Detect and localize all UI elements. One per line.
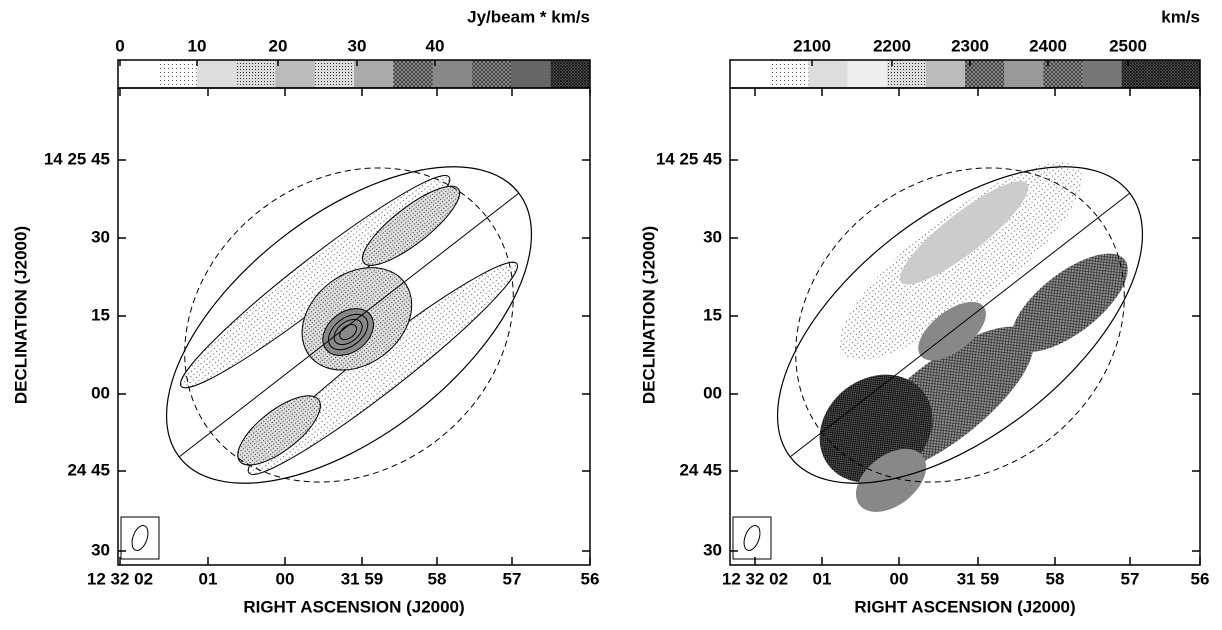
colorbar-tick-label: 0 (115, 36, 124, 55)
map-emission (819, 162, 1128, 512)
beam (743, 525, 761, 551)
x-tick-label: 01 (199, 569, 218, 588)
y-tick-label: 30 (91, 227, 110, 246)
colorbar-segment (808, 60, 848, 88)
colorbar-segment (925, 60, 966, 88)
beam-box (732, 516, 772, 560)
colorbar-segment (118, 60, 158, 88)
major-axis (178, 192, 520, 458)
colorbar-segment (511, 60, 552, 88)
colorbar-segment (886, 60, 927, 88)
colorbar-tick-label: 2200 (873, 36, 911, 55)
emission-region (899, 181, 1029, 285)
x-tick-label: 00 (890, 569, 909, 588)
y-axis-title: DECLINATION (J2000) (11, 226, 30, 404)
x-tick-label: 58 (1046, 569, 1065, 588)
y-tick-label: 14 25 45 (44, 149, 110, 168)
y-tick-label: 24 45 (67, 460, 110, 479)
y-tick-label: 24 45 (679, 460, 722, 479)
colorbar-tick-label: 40 (426, 36, 445, 55)
beam-box (120, 516, 160, 560)
x-tick-label: 12 32 02 (722, 569, 788, 588)
colorbar-unit: km/s (1161, 7, 1200, 26)
x-tick-label: 12 32 02 (87, 569, 153, 588)
colorbar-segment (730, 60, 770, 88)
plot-frame (117, 87, 591, 566)
x-tick-label: 31 59 (957, 569, 1000, 588)
x-axis-title: RIGHT ASCENSION (J2000) (243, 597, 464, 616)
y-axis-title: DECLINATION (J2000) (639, 226, 658, 404)
y-tick-label: 00 (703, 383, 722, 402)
solid-ellipse (776, 166, 1144, 484)
y-tick-label: 30 (703, 540, 722, 559)
contour (333, 318, 363, 346)
beam (131, 525, 149, 551)
emission-region (855, 448, 927, 512)
colorbar-segment (196, 60, 237, 88)
x-axis-title: RIGHT ASCENSION (J2000) (854, 597, 1075, 616)
colorbar-segment (432, 60, 473, 88)
y-tick-label: 15 (91, 305, 110, 324)
emission-region (361, 185, 461, 266)
colorbar-segment (354, 60, 394, 88)
colorbar-tick-label: 2400 (1029, 36, 1067, 55)
x-tick-label: 01 (813, 569, 832, 588)
colorbar-segment (847, 60, 888, 88)
colorbar-segment (236, 60, 276, 88)
x-tick-label: 58 (428, 569, 447, 588)
emission-region (322, 308, 374, 356)
colorbar-tick-label: 10 (188, 36, 207, 55)
colorbar-segment (965, 60, 1005, 88)
colorbar-unit: Jy/beam * km/s (467, 7, 590, 26)
emission-region (237, 395, 321, 466)
emission-region (1011, 253, 1128, 352)
colorbar-segment (1082, 60, 1123, 88)
colorbar-segment (1043, 60, 1083, 88)
colorbar-segment (393, 60, 434, 88)
x-tick-label: 56 (1191, 569, 1210, 588)
y-tick-label: 15 (703, 305, 722, 324)
y-tick-label: 30 (703, 227, 722, 246)
plot-frame (729, 87, 1201, 566)
major-axis (789, 192, 1131, 458)
dashed-ellipse (184, 167, 514, 483)
colorbar-tick-label: 2100 (793, 36, 831, 55)
y-tick-label: 30 (91, 540, 110, 559)
colorbar-segment (1004, 60, 1044, 88)
colorbar-tick-label: 2500 (1109, 36, 1147, 55)
x-tick-label: 00 (276, 569, 295, 588)
colorbar-segment (314, 60, 355, 88)
contour (327, 313, 369, 351)
colorbar-segment (275, 60, 316, 88)
x-tick-label: 57 (503, 569, 522, 588)
x-tick-label: 31 59 (341, 569, 384, 588)
colorbar-segment (769, 60, 809, 88)
y-tick-label: 00 (91, 383, 110, 402)
y-tick-label: 14 25 45 (656, 149, 722, 168)
colorbar-segment (472, 60, 512, 88)
dashed-ellipse (795, 167, 1125, 483)
colorbar-segment (157, 60, 198, 88)
colorbar-segment (1160, 60, 1201, 88)
x-tick-label: 56 (581, 569, 600, 588)
colorbar-segment (550, 60, 591, 88)
colorbar-tick-label: 20 (269, 36, 288, 55)
x-tick-label: 57 (1121, 569, 1140, 588)
emission-region (839, 162, 1083, 360)
solid-ellipse (165, 166, 533, 484)
colorbar-tick-label: 30 (348, 36, 367, 55)
colorbar-tick-label: 2300 (951, 36, 989, 55)
contour (339, 323, 358, 341)
